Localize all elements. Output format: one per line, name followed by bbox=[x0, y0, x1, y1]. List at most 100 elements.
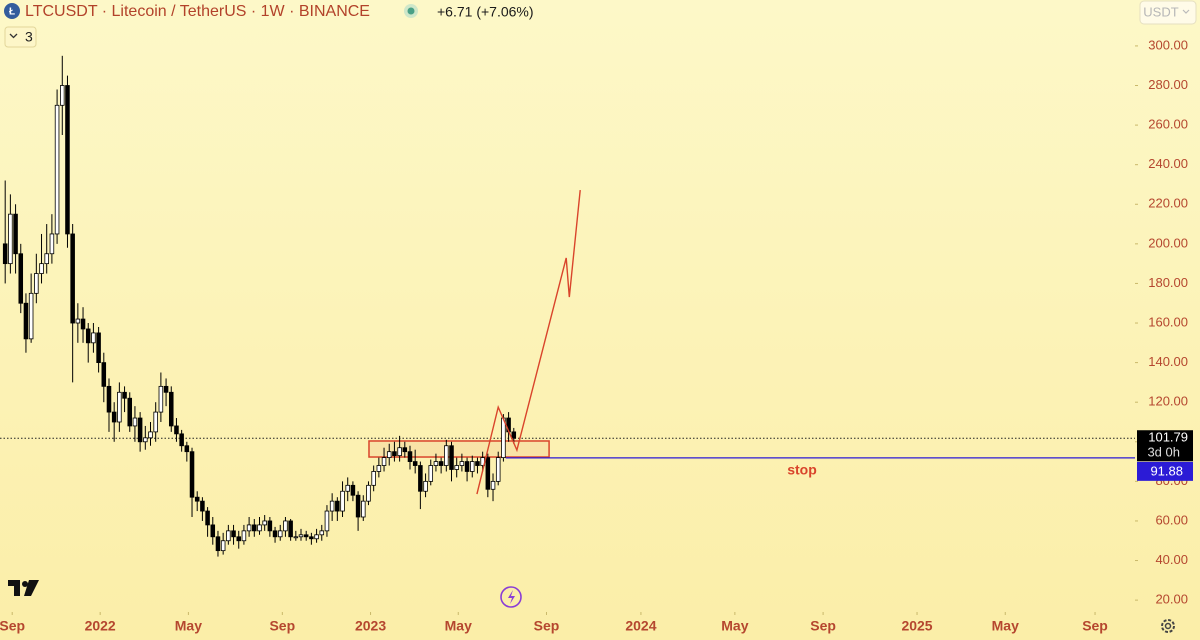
candle-body bbox=[127, 397, 133, 427]
candle-body bbox=[143, 437, 148, 443]
plot-area: 20.0040.0060.0080.00100.00120.00140.0016… bbox=[0, 37, 1193, 634]
candle-body bbox=[412, 461, 418, 466]
candle-body bbox=[158, 385, 164, 413]
candle-body bbox=[44, 253, 49, 265]
x-tick-label: 2025 bbox=[901, 618, 932, 634]
candle-body bbox=[386, 451, 392, 459]
candle-body bbox=[163, 385, 169, 393]
x-tick-label: Sep bbox=[269, 618, 295, 634]
candle-body bbox=[39, 263, 44, 274]
candle-body bbox=[371, 471, 376, 486]
currency-button[interactable] bbox=[1139, 0, 1197, 25]
candle-body bbox=[231, 530, 236, 538]
candle-body bbox=[283, 520, 288, 532]
candle-body bbox=[252, 524, 257, 532]
candle-body bbox=[65, 85, 70, 235]
candle-body bbox=[392, 451, 397, 457]
candle-body bbox=[91, 332, 96, 344]
candle-body bbox=[13, 213, 18, 255]
candle-body bbox=[464, 461, 470, 472]
candle-body bbox=[418, 465, 423, 492]
replay-icon[interactable] bbox=[500, 586, 522, 608]
candle-body bbox=[241, 530, 247, 542]
candle-body bbox=[277, 530, 283, 538]
candle-body bbox=[459, 461, 465, 466]
header: Ł LTCUSDT · Litecoin / TetherUS · 1W · B… bbox=[4, 0, 1197, 48]
candle-body bbox=[49, 233, 55, 255]
y-tick-label: 120.00 bbox=[1148, 394, 1188, 409]
candle-body bbox=[106, 385, 112, 413]
candle-body bbox=[438, 461, 444, 466]
candle-body bbox=[54, 104, 60, 235]
candle-body bbox=[101, 362, 107, 387]
chart-title: LTCUSDT · Litecoin / TetherUS · 1W · BIN… bbox=[25, 3, 370, 20]
countdown-label: 3d 0h bbox=[1147, 445, 1180, 460]
candle-body bbox=[75, 318, 81, 324]
candle-body bbox=[449, 445, 454, 470]
candle-body bbox=[257, 524, 262, 532]
candle-body bbox=[366, 484, 371, 502]
candle-body bbox=[85, 328, 91, 344]
candle-body bbox=[407, 451, 413, 462]
candle-body bbox=[205, 510, 210, 526]
candle-body bbox=[381, 457, 387, 466]
y-tick-label: 280.00 bbox=[1148, 77, 1188, 92]
indicator-toggle[interactable] bbox=[4, 26, 37, 48]
candle-body bbox=[215, 536, 221, 552]
candle-body bbox=[96, 332, 101, 364]
y-tick-label: 180.00 bbox=[1148, 275, 1188, 290]
candle-body bbox=[70, 233, 75, 324]
candle-body bbox=[210, 524, 216, 538]
candle-body bbox=[433, 461, 439, 466]
candle-body bbox=[168, 391, 174, 427]
x-tick-label: May bbox=[445, 618, 472, 634]
candle-body bbox=[236, 536, 241, 542]
candle-body bbox=[272, 530, 278, 538]
candle-body bbox=[148, 431, 153, 439]
stop-price-badge bbox=[1137, 461, 1193, 481]
candle-body bbox=[194, 496, 200, 502]
candle-body bbox=[303, 534, 309, 538]
candle-body bbox=[298, 534, 304, 538]
y-tick-label: 220.00 bbox=[1148, 196, 1188, 211]
indicator-count: 3 bbox=[25, 29, 33, 45]
last-price-label: 101.79 bbox=[1148, 430, 1188, 445]
candle-body bbox=[423, 480, 428, 492]
y-tick-label: 300.00 bbox=[1148, 37, 1188, 52]
candle-body bbox=[122, 391, 127, 399]
candle-body bbox=[18, 253, 24, 304]
x-tick-label: 2023 bbox=[355, 618, 386, 634]
candle-body bbox=[350, 484, 356, 496]
y-tick-label: 200.00 bbox=[1148, 235, 1188, 250]
candle-body bbox=[319, 530, 325, 536]
x-tick-label: 2022 bbox=[85, 618, 116, 634]
candle-body bbox=[137, 417, 143, 443]
candle-body bbox=[293, 536, 299, 539]
x-tick-label: Sep bbox=[534, 618, 560, 634]
candle-body bbox=[329, 500, 335, 512]
x-tick-label: 2024 bbox=[625, 618, 656, 634]
candle-body bbox=[8, 213, 13, 265]
y-tick-label: 60.00 bbox=[1155, 512, 1188, 527]
x-tick-label: Sep bbox=[810, 618, 836, 634]
y-tick-label: 260.00 bbox=[1148, 117, 1188, 132]
candle-body bbox=[444, 445, 449, 466]
candle-body bbox=[309, 536, 314, 540]
chevron-icon bbox=[9, 33, 18, 39]
candle-body bbox=[345, 484, 350, 492]
candle-body bbox=[2, 243, 8, 265]
stop-price-label: 91.88 bbox=[1150, 463, 1183, 478]
candle-body bbox=[23, 302, 29, 340]
candle-body bbox=[117, 391, 122, 423]
price-change: +6.71 (+7.06%) bbox=[437, 4, 534, 20]
chevron-icon bbox=[1182, 9, 1190, 14]
candle-body bbox=[179, 433, 184, 447]
settings-icon[interactable] bbox=[1161, 619, 1175, 633]
candle-body bbox=[153, 411, 158, 433]
candle-body bbox=[28, 292, 34, 340]
candle-body bbox=[132, 417, 138, 427]
y-tick-label: 20.00 bbox=[1155, 592, 1188, 607]
candle-body bbox=[174, 425, 179, 435]
